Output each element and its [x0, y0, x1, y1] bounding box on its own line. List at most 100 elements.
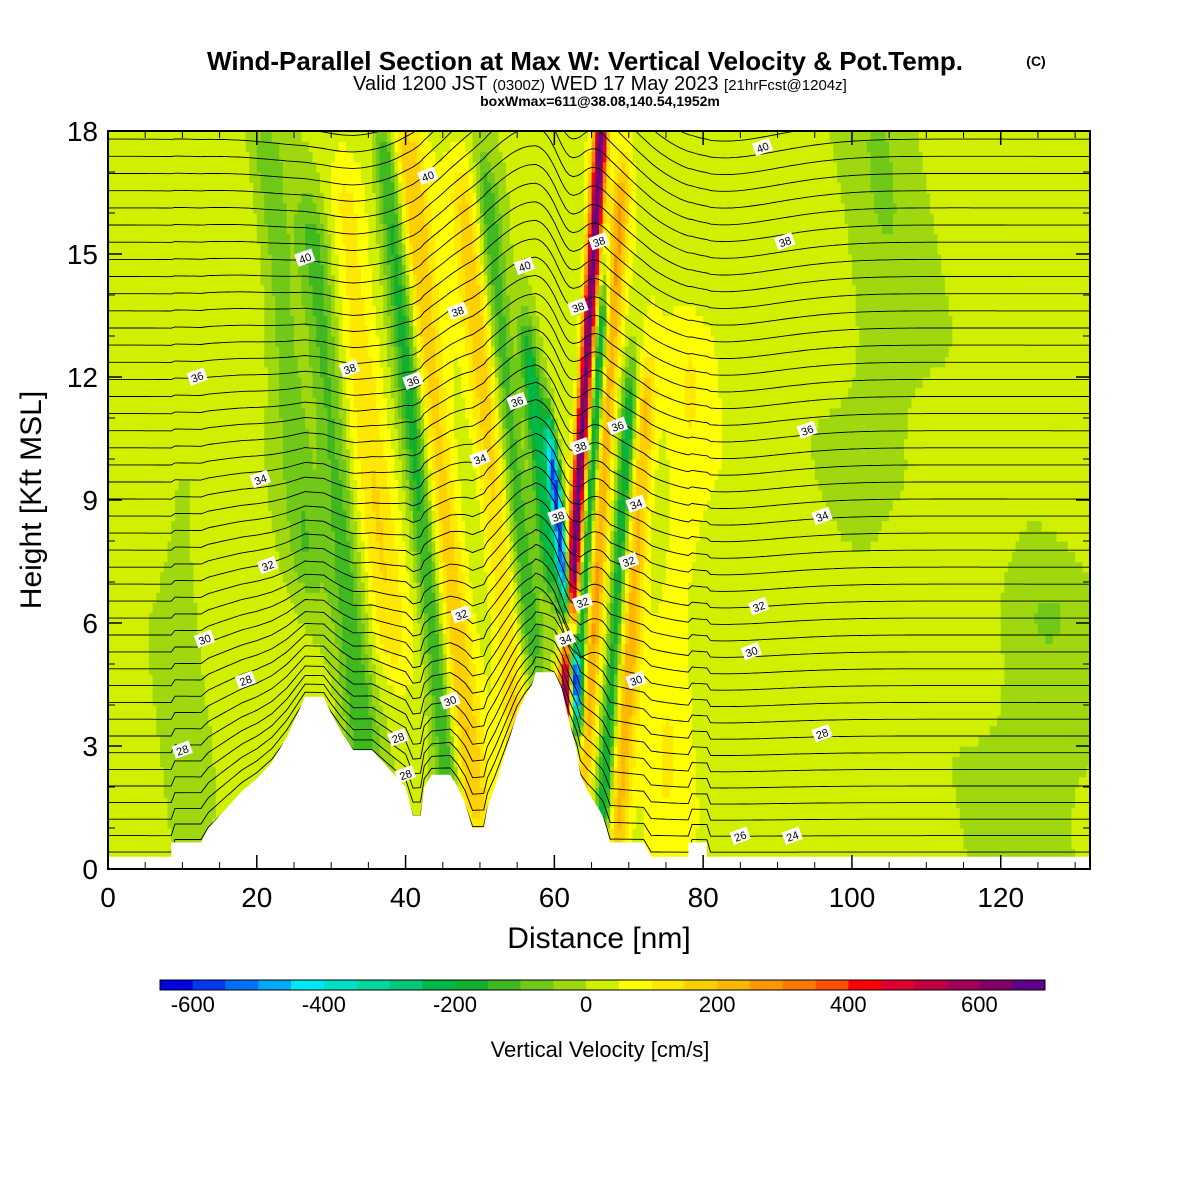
w-cell — [197, 192, 202, 204]
w-cell — [197, 438, 202, 450]
w-cell — [227, 438, 232, 450]
w-cell — [204, 336, 210, 347]
w-cell — [297, 264, 303, 276]
w-cell — [145, 817, 150, 829]
w-cell — [152, 233, 157, 245]
w-cell — [360, 551, 366, 563]
w-cell — [334, 469, 340, 481]
w-cell — [331, 366, 336, 378]
w-cell — [238, 254, 243, 265]
w-cell — [178, 202, 183, 214]
w-cell — [141, 664, 146, 675]
w-cell — [108, 592, 113, 604]
w-cell — [163, 336, 169, 347]
w-cell — [193, 612, 198, 624]
w-cell — [182, 377, 187, 388]
w-cell — [308, 438, 314, 450]
w-cell — [167, 828, 172, 839]
w-cell — [316, 520, 321, 532]
w-cell — [156, 705, 161, 716]
w-cell — [293, 202, 299, 214]
w-cell — [301, 274, 306, 286]
w-cell — [163, 807, 169, 819]
w-cell — [178, 407, 183, 419]
w-cell — [163, 633, 169, 645]
w-cell — [137, 161, 143, 173]
w-cell — [200, 797, 206, 809]
w-cell — [245, 172, 250, 183]
w-cell — [119, 551, 124, 563]
w-cell — [167, 325, 172, 337]
w-cell — [108, 541, 113, 552]
w-cell — [160, 223, 165, 235]
w-cell — [167, 315, 172, 327]
w-cell — [115, 295, 120, 306]
w-cell — [234, 684, 239, 696]
w-cell — [111, 479, 117, 491]
w-cell — [197, 643, 202, 655]
w-cell — [253, 582, 258, 593]
w-cell — [141, 520, 146, 532]
w-cell — [267, 407, 273, 419]
w-cell — [286, 725, 291, 737]
w-cell — [174, 756, 180, 768]
w-cell — [126, 664, 131, 675]
w-cell — [267, 264, 273, 276]
w-cell — [167, 684, 172, 696]
w-cell — [186, 243, 191, 255]
w-cell — [245, 705, 250, 716]
w-cell — [186, 715, 191, 727]
w-cell — [323, 284, 329, 296]
w-cell — [290, 151, 295, 163]
w-cell — [241, 243, 247, 255]
w-cell — [156, 213, 161, 224]
w-cell — [215, 336, 221, 347]
w-cell — [130, 315, 135, 327]
w-cell — [275, 346, 280, 358]
w-cell — [357, 264, 362, 276]
w-cell — [312, 315, 317, 327]
w-cell — [119, 295, 124, 306]
w-cell — [115, 387, 120, 399]
w-cell — [178, 325, 183, 337]
w-cell — [305, 643, 310, 655]
w-cell — [193, 131, 198, 142]
w-cell — [152, 653, 157, 665]
w-cell — [141, 817, 146, 829]
w-cell — [145, 213, 150, 224]
w-cell — [122, 520, 128, 532]
w-cell — [353, 192, 358, 204]
w-cell — [126, 264, 131, 276]
w-cell — [174, 551, 180, 563]
w-cell — [137, 653, 143, 665]
w-cell — [145, 848, 150, 860]
w-cell — [249, 633, 254, 645]
w-cell — [163, 428, 169, 440]
w-cell — [174, 797, 180, 809]
w-cell — [346, 315, 351, 327]
w-cell — [338, 141, 343, 153]
w-cell — [256, 766, 262, 778]
w-cell — [342, 151, 347, 163]
w-cell — [171, 233, 176, 245]
w-cell — [108, 469, 113, 481]
w-cell — [264, 705, 269, 716]
w-cell — [126, 172, 131, 183]
w-cell — [115, 592, 120, 604]
w-cell — [264, 151, 269, 163]
w-cell — [182, 182, 187, 194]
w-cell — [148, 161, 154, 173]
w-cell — [208, 489, 213, 501]
w-cell — [245, 479, 250, 491]
w-cell — [178, 756, 183, 768]
w-cell — [145, 469, 150, 481]
w-cell — [308, 274, 314, 286]
w-cell — [346, 612, 351, 624]
w-cell — [275, 602, 280, 614]
w-cell — [234, 653, 239, 665]
w-cell — [360, 561, 366, 573]
w-cell — [264, 295, 269, 306]
w-cell — [271, 172, 276, 183]
w-cell — [312, 407, 317, 419]
w-cell — [316, 418, 321, 429]
